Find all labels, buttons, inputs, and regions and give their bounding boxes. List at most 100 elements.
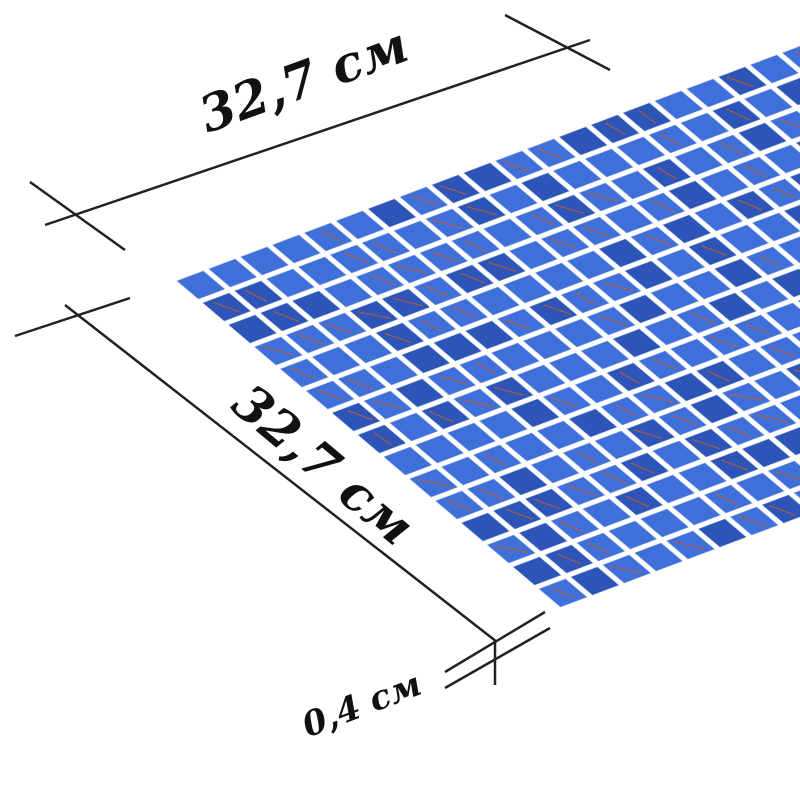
tile-vein <box>357 311 391 320</box>
tile-vein <box>425 285 449 298</box>
mosaic-tile <box>458 354 509 384</box>
tile-vein <box>737 199 763 211</box>
tile-vein <box>453 306 477 319</box>
mosaic-tile <box>554 318 604 348</box>
mosaic-tile <box>536 420 586 450</box>
mosaic-tile <box>412 276 463 306</box>
mosaic-tile <box>514 206 565 236</box>
tile-vein <box>263 346 294 356</box>
mosaic-tile <box>432 332 483 362</box>
mosaic-tile <box>426 366 477 396</box>
tile-vein <box>533 498 560 510</box>
mosaic-tile <box>715 416 766 446</box>
width-dimension-line <box>44 38 591 227</box>
mosaic-tile <box>655 248 706 278</box>
mosaic-tile <box>381 288 431 318</box>
tile-vein <box>420 319 442 332</box>
mosaic-tile <box>661 214 712 244</box>
tile-vein <box>273 310 299 322</box>
tile-vein <box>673 541 706 550</box>
mosaic-tile <box>731 156 782 186</box>
mosaic-tile <box>382 446 433 476</box>
tile-vein <box>744 165 767 178</box>
tile-vein <box>745 323 771 335</box>
mosaic-tile <box>705 134 756 164</box>
mosaic-tile <box>496 308 547 338</box>
mosaic-tile <box>743 88 794 118</box>
mosaic-tile <box>606 362 656 392</box>
mosaic-tile <box>271 234 322 264</box>
mosaic-tile <box>488 184 539 214</box>
tile-vein <box>609 565 642 574</box>
mosaic-tile <box>657 406 708 436</box>
mosaic-tile <box>693 202 744 232</box>
mosaic-tile <box>741 438 792 468</box>
mosaic-tile <box>637 350 688 380</box>
mosaic-tile <box>669 338 720 368</box>
tile-vein <box>484 453 506 466</box>
mosaic-tile <box>394 378 445 408</box>
mosaic-tile <box>375 322 425 352</box>
mosaic-tile <box>400 344 451 374</box>
mosaic-tile <box>297 256 348 286</box>
tile-vein <box>431 251 458 263</box>
mosaic-tile <box>466 478 517 508</box>
tile-vein <box>739 516 768 527</box>
width-tick-left <box>29 180 126 252</box>
mosaic-tile <box>735 472 786 502</box>
tile-vein <box>439 185 467 195</box>
tile-vein <box>296 333 324 345</box>
mosaic-tile <box>512 556 562 586</box>
mosaic-tile <box>556 476 606 506</box>
mosaic-tile <box>291 290 342 320</box>
mosaic-tile <box>265 268 316 298</box>
mosaic-tile <box>675 304 726 334</box>
mosaic-tile <box>610 170 660 200</box>
tile-vein <box>320 229 342 243</box>
tile-vein <box>373 432 392 446</box>
tile-vein <box>710 336 738 347</box>
mosaic-tile <box>751 212 800 242</box>
tile-vein <box>447 499 471 511</box>
tile-vein <box>656 166 677 180</box>
width-tick-right <box>504 13 611 72</box>
mosaic-tile <box>777 236 800 264</box>
tile-vein <box>318 389 343 401</box>
tile-vein <box>550 397 578 408</box>
mosaic-tile <box>582 498 632 528</box>
tile-vein <box>577 450 597 464</box>
mosaic-tile <box>761 494 800 524</box>
tile-vein <box>780 119 800 128</box>
tile-vein <box>506 508 533 520</box>
tile-vein <box>728 393 764 401</box>
tile-vein <box>721 142 744 155</box>
tile-vein <box>504 319 531 330</box>
mosaic-tile <box>357 424 407 454</box>
mosaic-tile <box>464 320 515 350</box>
mosaic-tile <box>671 496 722 526</box>
mosaic-tile <box>446 422 497 452</box>
mosaic-tile <box>361 232 411 262</box>
mosaic-tile <box>648 124 698 154</box>
mosaic-tile <box>498 466 549 496</box>
mosaic-tile <box>649 282 700 312</box>
mosaic-tile <box>311 346 362 376</box>
mosaic-tile <box>616 136 666 166</box>
mosaic-tile <box>707 292 758 322</box>
tile-vein <box>692 438 720 449</box>
length-dimension-line <box>64 304 498 643</box>
mosaic-tile <box>233 280 284 310</box>
mosaic-tile <box>791 331 800 343</box>
mosaic-tile <box>530 454 580 484</box>
tile-vein <box>555 204 585 215</box>
tile-vein <box>671 414 698 426</box>
tile-vein <box>370 274 395 286</box>
tile-vein <box>432 219 463 229</box>
tile-vein <box>550 238 577 249</box>
tile-vein <box>324 323 352 334</box>
mosaic-tile <box>588 464 638 494</box>
mosaic-tile <box>757 178 800 208</box>
mosaic-tile <box>574 374 624 404</box>
mosaic-tile <box>727 348 778 378</box>
mosaic-tile <box>663 372 714 402</box>
